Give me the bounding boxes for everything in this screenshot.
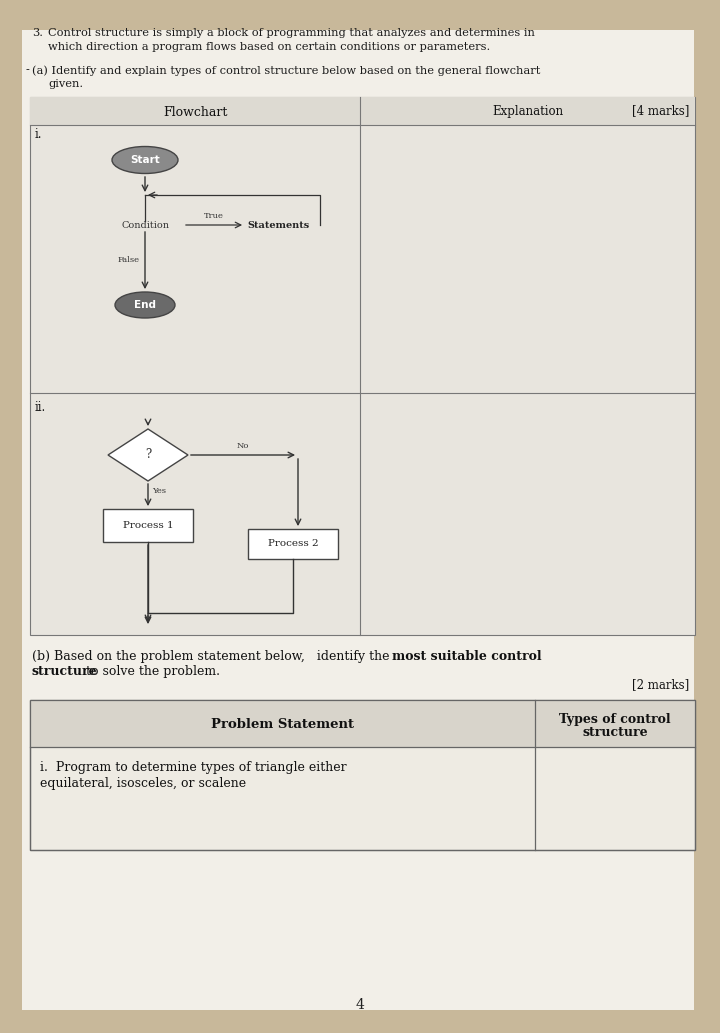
Text: Types of control: Types of control — [559, 713, 671, 725]
Text: most suitable control: most suitable control — [392, 650, 541, 663]
Text: True: True — [204, 212, 224, 220]
Text: 4: 4 — [356, 998, 364, 1012]
Ellipse shape — [115, 292, 175, 318]
Bar — [30, 700, 695, 850]
Text: 3.: 3. — [32, 28, 43, 38]
Text: [2 marks]: [2 marks] — [631, 678, 689, 691]
Bar — [248, 529, 338, 559]
Text: Yes: Yes — [152, 487, 166, 495]
Text: [4 marks]: [4 marks] — [631, 104, 689, 118]
Bar — [30, 700, 695, 747]
Text: ii.: ii. — [35, 401, 46, 414]
Text: Process 1: Process 1 — [122, 521, 174, 530]
Text: Statements: Statements — [247, 220, 310, 229]
Text: Flowchart: Flowchart — [163, 106, 228, 120]
Text: i.: i. — [35, 128, 42, 140]
Text: No: No — [237, 442, 249, 450]
Polygon shape — [108, 429, 188, 481]
Text: Condition: Condition — [121, 220, 169, 229]
Text: equilateral, isosceles, or scalene: equilateral, isosceles, or scalene — [40, 777, 246, 790]
Bar — [30, 97, 695, 635]
Bar — [30, 700, 695, 850]
Text: Start: Start — [130, 155, 160, 165]
Text: -: - — [25, 65, 29, 75]
Text: False: False — [118, 256, 140, 264]
Bar — [30, 97, 695, 125]
Text: (b) Based on the problem statement below,   identify the: (b) Based on the problem statement below… — [32, 650, 394, 663]
Bar — [103, 509, 193, 542]
Text: Problem Statement: Problem Statement — [211, 718, 354, 730]
Text: structure: structure — [582, 726, 648, 740]
Text: Explanation: Explanation — [492, 104, 563, 118]
Text: Process 2: Process 2 — [268, 539, 318, 549]
Text: given.: given. — [48, 79, 83, 89]
Text: ?: ? — [145, 448, 151, 462]
Text: End: End — [134, 300, 156, 310]
Text: (a) Identify and explain types of control structure below based on the general f: (a) Identify and explain types of contro… — [32, 65, 541, 75]
Ellipse shape — [112, 147, 178, 174]
FancyBboxPatch shape — [22, 30, 694, 1010]
Text: to solve the problem.: to solve the problem. — [82, 665, 220, 678]
Text: which direction a program flows based on certain conditions or parameters.: which direction a program flows based on… — [48, 42, 490, 52]
Text: Control structure is simply a block of programming that analyzes and determines : Control structure is simply a block of p… — [48, 28, 535, 38]
Text: structure: structure — [32, 665, 98, 678]
Text: i.  Program to determine types of triangle either: i. Program to determine types of triangl… — [40, 761, 346, 774]
